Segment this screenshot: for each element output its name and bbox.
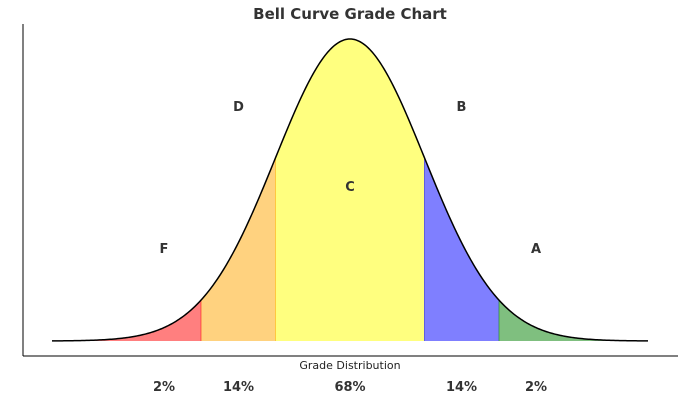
- region-f: [52, 300, 201, 341]
- percent-labels: 2% 14% 68% 14% 2%: [153, 380, 547, 395]
- chart-title: Bell Curve Grade Chart: [253, 5, 447, 23]
- grade-label-c: C: [345, 180, 355, 195]
- region-a: [499, 300, 648, 341]
- percent-label-d: 14%: [223, 380, 254, 395]
- grade-label-b: B: [457, 100, 467, 115]
- grade-label-a: A: [531, 242, 541, 257]
- percent-label-a: 2%: [525, 380, 547, 395]
- grade-labels: F D C B A: [160, 100, 541, 257]
- x-axis-label: Grade Distribution: [299, 359, 400, 372]
- bell-curve-line: [51, 38, 649, 342]
- percent-label-f: 2%: [153, 380, 175, 395]
- percent-label-b: 14%: [446, 380, 477, 395]
- region-c: [275, 39, 425, 341]
- grade-label-d: D: [233, 100, 244, 115]
- grade-label-f: F: [160, 242, 169, 257]
- percent-label-c: 68%: [334, 380, 365, 395]
